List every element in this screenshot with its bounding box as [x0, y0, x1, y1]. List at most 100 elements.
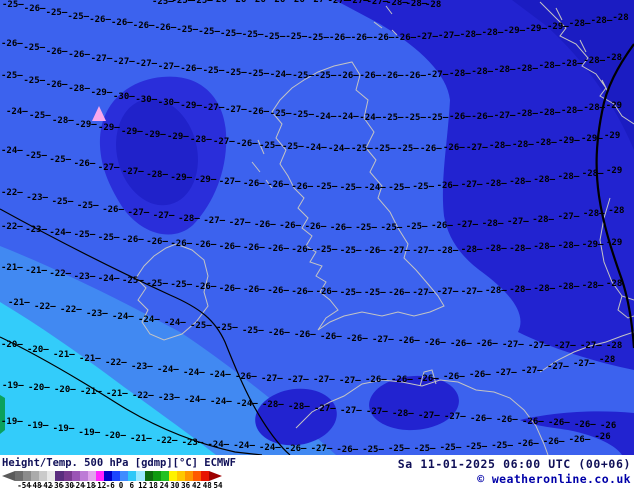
coastline-great-britain	[271, 61, 445, 331]
temp-label: -29–	[558, 135, 580, 146]
temp-label: -26	[600, 421, 617, 431]
temp-label: -28	[605, 53, 623, 63]
temp-label: -27–	[456, 220, 479, 231]
temp-label: -25–	[404, 113, 426, 124]
temp-label: -27–	[412, 287, 435, 298]
temp-label: -26–	[346, 333, 368, 344]
scale-segment	[71, 471, 80, 481]
temp-label: -19–	[52, 424, 75, 435]
height-contour-east-bold	[595, 43, 634, 349]
region-band-green	[0, 395, 5, 434]
temp-label: -27–	[127, 208, 150, 219]
temp-label: -28–	[449, 68, 471, 79]
temp-label: -25–	[247, 68, 270, 79]
temp-label: -26–	[394, 32, 417, 43]
temp-label: -26–	[243, 284, 265, 295]
scale-segment	[168, 471, 177, 481]
scale-tick-label: 18	[148, 481, 158, 490]
temp-label: -28–	[485, 178, 507, 189]
temp-label: -26–	[337, 71, 359, 82]
temp-label: -20–	[28, 383, 50, 394]
temp-label: -28–	[561, 105, 583, 116]
scale-segment	[136, 471, 145, 481]
temp-label: -25–	[439, 443, 462, 454]
temp-label: -29–	[180, 100, 202, 111]
temp-label: -25–	[202, 65, 225, 76]
temp-label: -27–	[444, 412, 466, 423]
temp-label: -27–	[436, 287, 459, 298]
scale-tick-label: 54	[213, 481, 223, 490]
valid-datetime: Sa 11-01-2025 06:00 UTC (00+06)	[397, 457, 631, 471]
temp-label: -28–	[405, 0, 428, 9]
temp-label: -27–	[502, 340, 524, 351]
temp-label: -21–	[80, 387, 102, 398]
temp-label: -25–	[285, 32, 308, 43]
temp-label: -27–	[460, 180, 483, 191]
map-title: Height/Temp. 500 hPa [gdmp][°C] ECMWF	[2, 457, 236, 469]
scale-tick-label: -30	[60, 481, 74, 490]
temp-label: -25–	[171, 0, 194, 7]
temp-label: -28–	[538, 61, 561, 72]
temp-label: -25–	[292, 110, 314, 121]
scale-segment	[112, 471, 121, 481]
temp-label: -28–	[485, 244, 507, 255]
temp-label: -27–	[366, 0, 389, 7]
temp-label: -25–	[191, 0, 213, 6]
temp-label: -28	[612, 13, 629, 23]
region-dark-upper-right	[335, 0, 634, 370]
temp-label: -28–	[68, 84, 90, 95]
temp-label: -28–	[583, 56, 606, 67]
temp-label: -24–	[207, 439, 230, 450]
temp-label: -24–	[328, 143, 350, 154]
temp-label: -26–	[243, 178, 265, 189]
scale-tick-label: -18	[81, 481, 96, 490]
temp-label: -28	[608, 206, 625, 216]
temp-label: -27–	[310, 444, 333, 455]
temp-label: -26–	[449, 112, 471, 123]
temp-label: -27–	[580, 341, 602, 352]
temp-label: -27–	[152, 211, 175, 222]
temp-label: -25–	[263, 31, 286, 42]
temp-label: -26–	[218, 283, 241, 294]
temp-label: -28	[606, 341, 623, 351]
temp-label: -25–	[355, 222, 377, 233]
temp-label: -29–	[144, 129, 166, 140]
scale-tick-label: -42	[38, 481, 53, 490]
temp-label: -19–	[78, 427, 101, 438]
scale-segment	[144, 471, 153, 481]
temp-label: -26–	[146, 236, 168, 247]
temp-label: -29–	[581, 239, 604, 250]
temp-label: -26–	[267, 285, 289, 296]
scale-segment	[23, 471, 32, 481]
temp-label: -27–	[203, 216, 226, 227]
temp-label: -25–	[314, 71, 337, 82]
temp-label: -26–	[436, 181, 459, 192]
temp-label: -26–	[542, 436, 565, 447]
temp-label: -29–	[90, 88, 113, 99]
temp-label: -23–	[131, 361, 153, 372]
temp-label: -26–	[73, 159, 96, 170]
temp-label: -24–	[359, 112, 382, 123]
temp-label: -25–	[364, 287, 386, 298]
temp-label: -27–	[340, 405, 362, 416]
temp-label: -26–	[1, 39, 23, 49]
temp-label: -26–	[350, 33, 373, 44]
temp-label: -25–	[388, 182, 410, 193]
temp-label: -27–	[314, 403, 336, 414]
temp-label: -27–	[460, 286, 483, 297]
temp-label: -28–	[481, 218, 504, 229]
temp-label: -27–	[418, 410, 440, 421]
scale-tick-label: 36	[181, 481, 191, 490]
temp-label: -26–	[548, 418, 570, 429]
temp-label: -26–	[431, 221, 453, 232]
temp-label: -25–	[339, 245, 362, 256]
temp-label: -24–	[269, 69, 292, 80]
scale-segment	[15, 471, 24, 481]
temp-label: -25–	[315, 182, 338, 193]
pink-minimum-marker-icon	[92, 106, 106, 121]
temp-label: -26–	[372, 33, 395, 44]
copyright-link[interactable]: © weatheronline.co.uk	[477, 472, 631, 486]
temp-label: -25–	[491, 440, 513, 451]
temp-label: -27–	[573, 358, 595, 369]
scale-arrow-right-icon	[209, 471, 223, 481]
